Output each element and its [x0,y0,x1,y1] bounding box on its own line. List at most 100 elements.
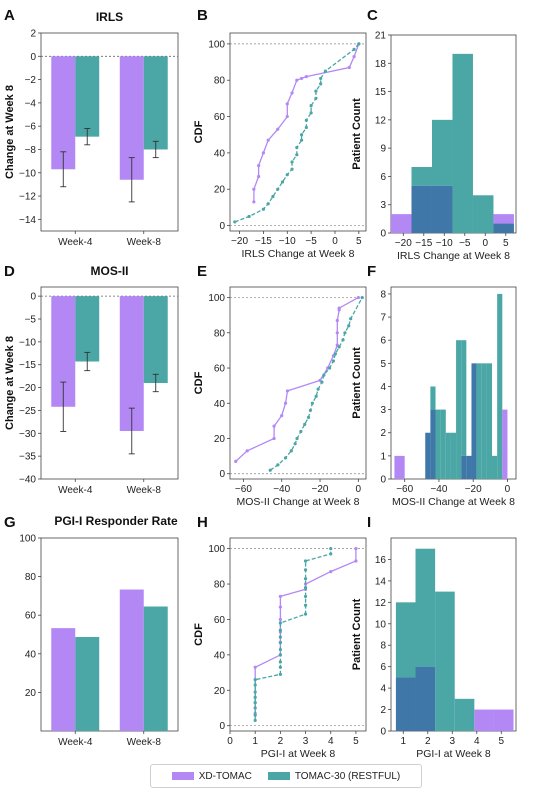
y-tick-label: −4 [25,98,37,109]
hist-bar-tomac-30 [445,432,451,479]
x-axis-label: PGI-I at Week 8 [416,748,491,760]
x-tick-label: −20 [395,238,412,249]
y-tick-label: 2 [380,428,386,439]
hist-bar-tomac-30 [395,602,416,678]
hist-bar-xd-tomac [394,455,405,479]
cdf-point-xd-tomac [356,295,360,300]
cdf-point-tomac-30 [323,69,328,73]
x-tick-label: Week-8 [127,485,162,496]
y-tick-label: 2 [30,29,36,40]
panel-letter-g: G [4,514,16,531]
panel-title: IRLS [96,10,123,24]
cdf-point-tomac-30 [299,429,303,434]
cdf-point-tomac-30 [278,647,282,652]
panel-title: MOS-II [91,264,129,278]
cdf-point-xd-tomac [285,389,290,393]
x-tick-label: Week-8 [127,237,162,248]
cdf-point-xd-tomac [337,306,341,310]
bar-xd-tomac [119,296,144,431]
cdf-point-tomac-30 [306,415,311,419]
legend-swatch-xd-tomac [171,772,194,780]
y-tick-label: −6 [25,122,37,133]
cdf-point-tomac-30 [303,559,308,563]
hist-bar-overlap [411,185,432,233]
plot-frame [40,32,179,232]
cdf-point-tomac-30 [329,552,333,556]
hist-bar-tomac-30 [440,409,446,479]
y-tick-label: 40 [214,650,226,661]
y-tick-label: 3 [380,200,386,211]
y-tick-label: −15 [19,360,36,371]
y-axis-label: CDF [193,623,205,646]
y-tick-label: 60 [214,615,226,626]
y-tick-label: 16 [375,555,387,566]
cdf-point-tomac-30 [347,324,351,328]
bar-xd-tomac [51,628,76,731]
cdf-point-xd-tomac [335,318,339,323]
y-tick-label: 20 [214,686,226,697]
hist-bar-overlap [415,666,436,731]
cdf-point-xd-tomac [329,570,333,574]
panel-letter-i: I [367,514,371,531]
cdf-point-tomac-30 [233,220,237,224]
x-tick-label: −10 [279,236,296,247]
y-tick-label: 80 [214,328,226,339]
cdf-point-xd-tomac [347,65,351,70]
cdf-point-tomac-30 [309,111,313,115]
cdf-point-tomac-30 [261,207,266,211]
bar-tomac-30 [143,56,168,150]
hist-bar-tomac-30 [435,591,455,731]
cdf-point-tomac-30 [253,683,257,687]
cdf-line-tomac-30 [254,548,332,721]
panel-a: A 2 0 −2 −4 −6 −8 −10 −12 −14 IRLS Change at Week 8… [4,7,179,248]
cdf-point-tomac-30 [253,713,257,717]
bar-tomac-30 [143,296,168,383]
hist-bar-xd-tomac [502,409,508,479]
y-tick-label: 0 [380,229,386,240]
y-tick-label: 40 [25,649,37,660]
x-tick-label: 5 [499,736,505,747]
y-tick-label: 0 [219,721,225,732]
hist-bar-xd-tomac [493,709,514,731]
y-tick-label: 100 [208,293,225,304]
x-tick-label: 2 [278,736,284,747]
y-tick-label: 8 [380,289,386,300]
cdf-point-tomac-30 [328,366,332,370]
y-tick-label: 60 [25,611,37,622]
panel-h: H 0 20 40 60 80 100 CDF PGI-I at Week 8 0 1 2 3 4 5 [193,514,367,760]
x-tick-label: −15 [415,238,432,249]
x-tick-label: −20 [312,484,329,495]
cdf-point-xd-tomac [257,174,261,179]
panel-g: G 20 40 60 80 100 PGI-I Responder Rate Week-4 We… [4,514,179,748]
y-tick-label: 6 [380,336,386,347]
hist-bar-xd-tomac [474,709,494,731]
x-tick-label: 0 [227,736,233,747]
legend-label-tomac-30: TOMAC-30 (RESTFUL) [294,770,401,782]
cdf-point-tomac-30 [341,338,345,342]
x-axis-label: IRLS Change at Week 8 [241,248,354,260]
x-tick-label: 5 [503,238,509,249]
cdf-point-xd-tomac [304,74,308,79]
y-axis-label: Change at Week 8 [4,85,16,179]
x-axis-label: MOS-II Change at Week 8 [392,496,515,508]
cdf-point-tomac-30 [285,173,289,177]
x-tick-label: −5 [459,238,471,249]
cdf-point-xd-tomac [245,449,249,453]
cdf-point-tomac-30 [299,133,304,137]
y-tick-label: 0 [30,292,36,303]
cdf-point-tomac-30 [295,145,299,150]
cdf-point-tomac-30 [278,640,282,645]
x-tick-label: Week-8 [127,737,162,748]
hist-bar-tomac-30 [454,698,475,731]
legend-label-xd-tomac: XD-TOMAC [198,770,252,782]
y-tick-label: 12 [375,115,387,126]
hist-bar-overlap [431,185,453,233]
cdf-point-tomac-30 [329,547,333,551]
bar-xd-tomac [51,296,76,407]
y-tick-label: 0 [219,469,225,480]
cdf-point-xd-tomac [280,413,284,418]
cdf-point-xd-tomac [290,91,294,95]
x-tick-label: Week-4 [58,737,93,748]
y-tick-label: 0 [380,475,386,486]
cdf-point-tomac-30 [303,603,308,607]
